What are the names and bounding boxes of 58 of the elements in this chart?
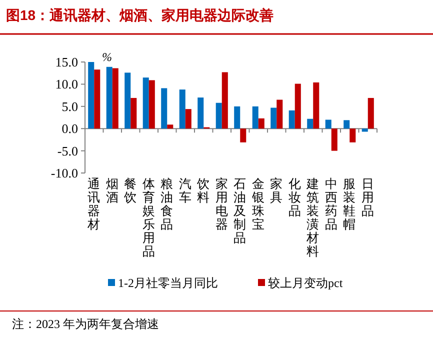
bar xyxy=(240,128,246,142)
bar xyxy=(344,120,350,129)
bar xyxy=(185,109,192,129)
bar xyxy=(161,88,168,129)
x-tick-label: 化妆品 xyxy=(288,177,302,218)
bar xyxy=(331,128,338,151)
y-tick-label: -5.0 xyxy=(57,143,78,158)
bar xyxy=(167,124,174,129)
bar xyxy=(234,106,240,129)
bar xyxy=(94,70,100,129)
x-tick-label: 饮料 xyxy=(196,177,210,204)
x-tick-label: 粮油食品 xyxy=(160,177,174,232)
bar xyxy=(325,120,332,129)
x-tick-label: 中西药品 xyxy=(324,177,338,232)
x-tick-label: 日用品 xyxy=(361,177,374,218)
bar xyxy=(130,98,137,129)
x-tick-label: 服装鞋帽 xyxy=(343,177,356,232)
x-tick-label: 金银珠宝 xyxy=(250,177,265,232)
x-tick-label: 建筑装潢材料 xyxy=(306,177,320,258)
bar xyxy=(270,108,277,129)
bar xyxy=(313,82,320,129)
x-tick-label: 烟酒 xyxy=(106,177,119,204)
x-tick-label: 汽车 xyxy=(178,177,192,204)
bar xyxy=(350,128,356,142)
y-axis-title: % xyxy=(102,50,112,64)
y-tick-label: -10.0 xyxy=(50,166,78,180)
bar xyxy=(148,80,155,129)
bar xyxy=(288,110,295,129)
bar xyxy=(258,118,264,129)
bar xyxy=(106,66,112,129)
x-tick-label: 家具 xyxy=(270,176,284,204)
bar xyxy=(179,90,186,129)
bar xyxy=(276,100,283,129)
y-tick-label: 10.0 xyxy=(55,76,78,92)
bar xyxy=(362,128,368,132)
legend-label: 较上月变动pct xyxy=(268,276,344,290)
bar xyxy=(198,98,204,129)
text: 注：2023 年为两年复合增速 xyxy=(12,317,159,331)
bar xyxy=(307,118,314,129)
bar xyxy=(222,72,228,129)
y-tick-label: 0.0 xyxy=(62,121,78,136)
bar xyxy=(368,98,374,129)
y-tick-label: 15.0 xyxy=(55,54,78,70)
bar xyxy=(88,62,94,129)
bar xyxy=(252,106,258,129)
bar xyxy=(124,72,131,129)
x-tick-label: 餐饮 xyxy=(123,177,138,204)
x-tick-label: 体育娱乐用品 xyxy=(142,177,156,258)
x-tick-label: 石油及制品 xyxy=(234,177,247,245)
chart-title: 图18：通讯器材、烟酒、家用电器边际改善 xyxy=(6,7,274,23)
bar xyxy=(216,102,222,129)
x-tick-label: 家用电器 xyxy=(215,176,228,232)
bar xyxy=(294,84,301,129)
bar xyxy=(112,68,118,129)
x-tick-label: 通讯器材 xyxy=(86,177,101,232)
bar xyxy=(142,78,149,129)
legend-label: 1-2月社零当月同比 xyxy=(118,276,218,290)
y-tick-label: 5.0 xyxy=(62,98,78,114)
